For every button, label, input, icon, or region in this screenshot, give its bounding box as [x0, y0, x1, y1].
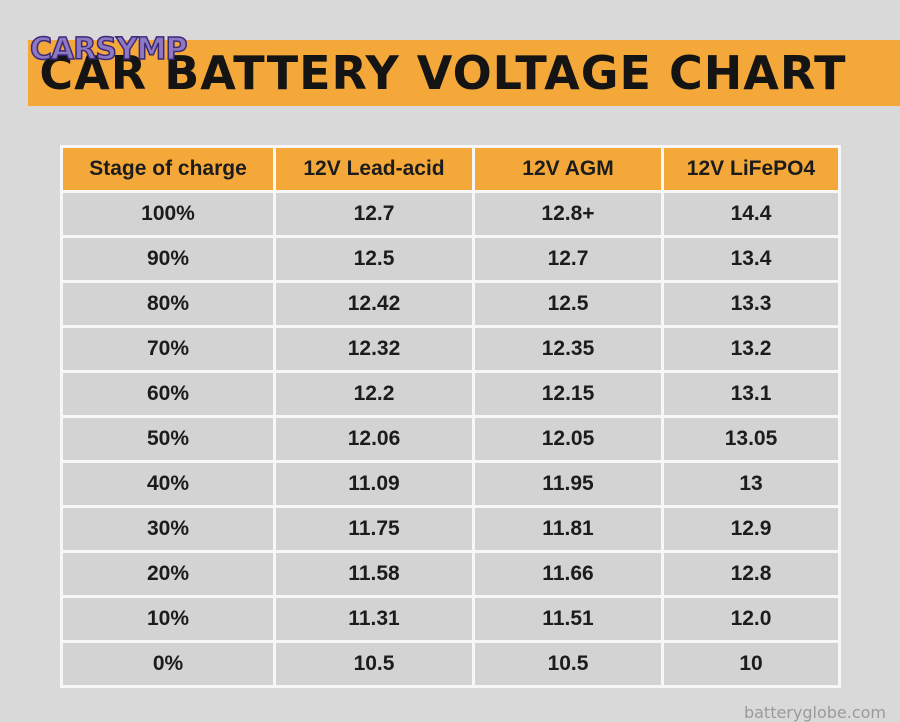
cell-lead-acid: 12.7 [276, 193, 472, 235]
cell-lifepo4: 14.4 [664, 193, 838, 235]
table-row: 90% 12.5 12.7 13.4 [63, 238, 838, 280]
cell-stage: 20% [63, 553, 273, 595]
header-stage-of-charge: Stage of charge [63, 148, 273, 190]
voltage-table-container: Stage of charge 12V Lead-acid 12V AGM 12… [60, 145, 841, 688]
cell-agm: 12.35 [475, 328, 661, 370]
table-row: 0% 10.5 10.5 10 [63, 643, 838, 685]
header-lead-acid: 12V Lead-acid [276, 148, 472, 190]
cell-lifepo4: 13.2 [664, 328, 838, 370]
cell-agm: 12.5 [475, 283, 661, 325]
cell-lifepo4: 13.05 [664, 418, 838, 460]
cell-agm: 11.51 [475, 598, 661, 640]
cell-lead-acid: 12.2 [276, 373, 472, 415]
carsymp-logo: CARSYMP [29, 32, 188, 68]
cell-agm: 11.66 [475, 553, 661, 595]
cell-agm: 10.5 [475, 643, 661, 685]
table-row: 60% 12.2 12.15 13.1 [63, 373, 838, 415]
cell-lifepo4: 13.3 [664, 283, 838, 325]
cell-lifepo4: 13.4 [664, 238, 838, 280]
table-row: 30% 11.75 11.81 12.9 [63, 508, 838, 550]
cell-lifepo4: 12.0 [664, 598, 838, 640]
cell-agm: 12.05 [475, 418, 661, 460]
cell-stage: 60% [63, 373, 273, 415]
cell-lead-acid: 10.5 [276, 643, 472, 685]
chart-title: CAR BATTERY VOLTAGE CHART [39, 46, 847, 100]
cell-lead-acid: 12.5 [276, 238, 472, 280]
voltage-table: Stage of charge 12V Lead-acid 12V AGM 12… [60, 145, 841, 688]
table-row: 80% 12.42 12.5 13.3 [63, 283, 838, 325]
cell-lead-acid: 12.32 [276, 328, 472, 370]
table-row: 10% 11.31 11.51 12.0 [63, 598, 838, 640]
cell-stage: 80% [63, 283, 273, 325]
cell-agm: 12.15 [475, 373, 661, 415]
cell-lead-acid: 11.09 [276, 463, 472, 505]
watermark: batteryglobe.com [743, 703, 886, 722]
cell-lead-acid: 11.58 [276, 553, 472, 595]
cell-stage: 0% [63, 643, 273, 685]
cell-lifepo4: 13 [664, 463, 838, 505]
table-row: 40% 11.09 11.95 13 [63, 463, 838, 505]
header-lifepo4: 12V LiFePO4 [664, 148, 838, 190]
cell-stage: 30% [63, 508, 273, 550]
cell-agm: 11.81 [475, 508, 661, 550]
title-banner [28, 40, 900, 106]
cell-stage: 100% [63, 193, 273, 235]
cell-lead-acid: 11.75 [276, 508, 472, 550]
cell-stage: 90% [63, 238, 273, 280]
cell-stage: 50% [63, 418, 273, 460]
cell-lifepo4: 13.1 [664, 373, 838, 415]
header-agm: 12V AGM [475, 148, 661, 190]
table-row: 100% 12.7 12.8+ 14.4 [63, 193, 838, 235]
table-row: 70% 12.32 12.35 13.2 [63, 328, 838, 370]
cell-stage: 40% [63, 463, 273, 505]
cell-agm: 11.95 [475, 463, 661, 505]
cell-stage: 10% [63, 598, 273, 640]
cell-agm: 12.8+ [475, 193, 661, 235]
cell-lifepo4: 12.8 [664, 553, 838, 595]
table-row: 50% 12.06 12.05 13.05 [63, 418, 838, 460]
table-row: 20% 11.58 11.66 12.8 [63, 553, 838, 595]
cell-stage: 70% [63, 328, 273, 370]
table-body: 100% 12.7 12.8+ 14.4 90% 12.5 12.7 13.4 80% 12.42… [63, 193, 838, 685]
table-header-row: Stage of charge 12V Lead-acid 12V AGM 12… [63, 148, 838, 190]
cell-lead-acid: 11.31 [276, 598, 472, 640]
cell-agm: 12.7 [475, 238, 661, 280]
cell-lifepo4: 12.9 [664, 508, 838, 550]
cell-lifepo4: 10 [664, 643, 838, 685]
cell-lead-acid: 12.06 [276, 418, 472, 460]
cell-lead-acid: 12.42 [276, 283, 472, 325]
